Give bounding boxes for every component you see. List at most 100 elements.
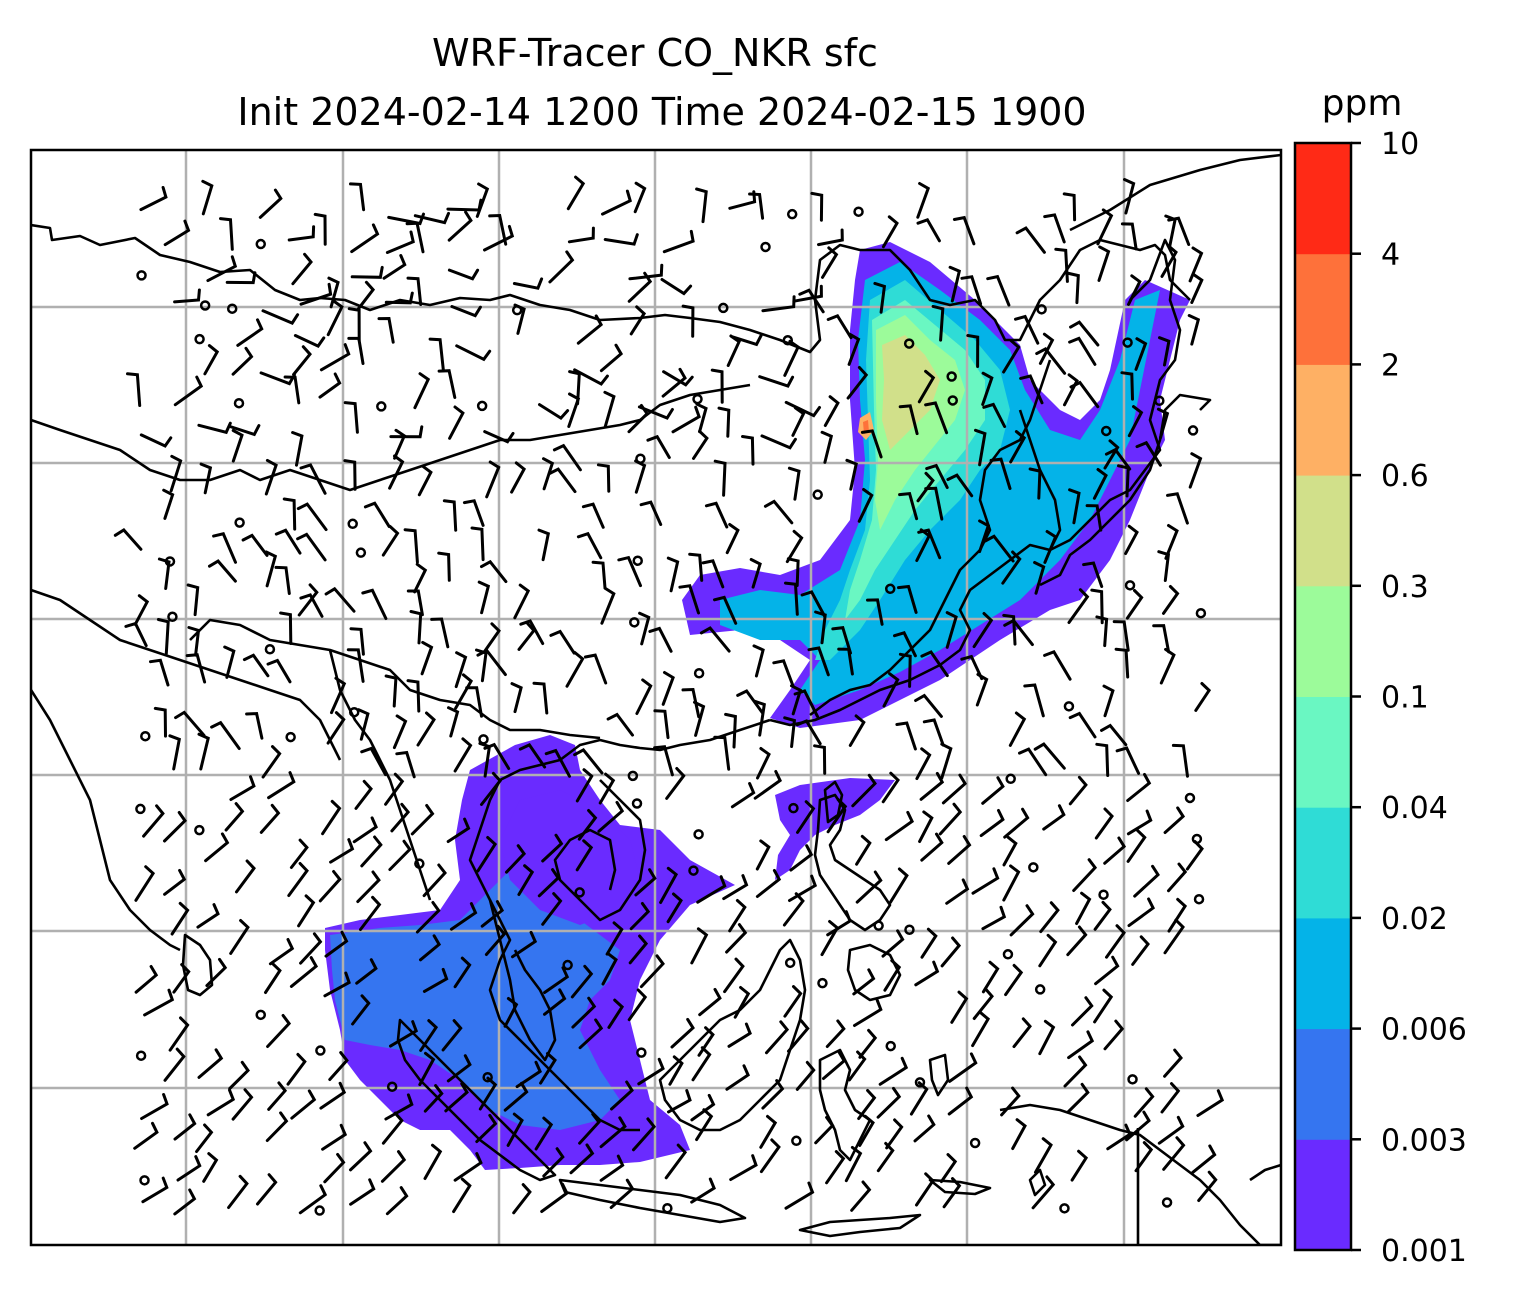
wind-barb <box>149 658 170 687</box>
wind-barb <box>925 463 949 489</box>
wind-barb <box>323 971 351 998</box>
wind-barb <box>360 835 383 868</box>
wind-barb <box>1068 336 1097 366</box>
wind-barb <box>1115 746 1141 775</box>
wind-barb <box>1094 955 1120 986</box>
wind-barb <box>350 265 384 279</box>
wind-barb <box>753 770 782 800</box>
wind-barb <box>646 434 671 459</box>
wind-barb <box>986 274 1011 307</box>
wind-barb <box>725 1064 750 1091</box>
calm-wind-marker <box>786 208 798 220</box>
wind-barb <box>1042 804 1066 831</box>
wind-barb <box>381 525 400 557</box>
wind-barb <box>480 771 503 806</box>
wind-barb <box>1043 530 1058 564</box>
wind-barb <box>393 428 407 460</box>
calm-wind-marker <box>760 241 771 253</box>
wind-barb <box>814 1115 835 1145</box>
wind-barb <box>1103 836 1127 865</box>
wind-barb <box>575 768 594 803</box>
wind-barb <box>169 454 183 493</box>
wind-barb <box>261 745 282 779</box>
wind-barb <box>1131 935 1150 966</box>
wind-barb <box>945 878 970 905</box>
calm-wind-marker <box>167 611 178 623</box>
wind-barb <box>1167 862 1188 893</box>
wind-barb <box>1117 464 1130 498</box>
wind-barb <box>1092 468 1108 500</box>
wind-barb <box>329 838 355 864</box>
taiwan <box>823 780 844 824</box>
plume-s-0.003 <box>330 860 620 1130</box>
calm-wind-marker <box>139 1175 150 1186</box>
wind-barb <box>681 687 701 719</box>
calm-wind-marker <box>782 335 794 346</box>
wind-barb <box>385 230 415 254</box>
wind-barb <box>878 1056 909 1086</box>
calm-wind-marker <box>629 617 640 628</box>
south-china-coast <box>499 718 771 782</box>
wind-barb <box>480 900 505 928</box>
wind-barb <box>318 372 342 399</box>
wind-barb <box>1012 1017 1032 1049</box>
wind-barb <box>916 217 941 243</box>
calm-wind-marker <box>255 238 267 250</box>
wind-barb <box>324 586 356 613</box>
wind-barb <box>922 718 945 747</box>
wind-barb <box>1011 1118 1027 1150</box>
wind-barb <box>755 869 782 898</box>
wind-barb <box>909 1081 929 1116</box>
wind-barb <box>1159 647 1176 685</box>
wind-barb <box>453 737 473 773</box>
wind-barb <box>825 1019 846 1048</box>
wind-barb <box>866 598 884 626</box>
wind-barb <box>241 533 269 557</box>
calm-wind-marker <box>904 924 915 935</box>
wind-barb <box>287 862 309 897</box>
wind-barb <box>405 221 425 254</box>
wind-barb <box>666 892 683 924</box>
wind-barb <box>660 278 693 296</box>
wind-barb <box>392 714 408 750</box>
wind-barb <box>981 776 1005 805</box>
colorbar-tick-label: 0.1 <box>1381 681 1429 716</box>
wind-barb <box>385 1186 409 1216</box>
wind-barb <box>1068 488 1081 525</box>
wind-barb <box>570 964 594 999</box>
wind-barb <box>881 929 905 958</box>
wind-barb <box>668 1055 684 1086</box>
wind-barb <box>971 867 1000 895</box>
wind-barb <box>444 1082 469 1113</box>
calm-wind-marker <box>414 858 425 869</box>
concentration-field <box>325 242 1190 1170</box>
wind-barb <box>212 532 237 564</box>
wind-barb <box>600 586 616 625</box>
wind-barb <box>607 998 625 1029</box>
calm-wind-marker <box>1124 580 1136 591</box>
wind-barb <box>974 428 987 467</box>
wind-barb <box>581 502 605 529</box>
wind-barb <box>1157 1115 1185 1145</box>
wind-barb <box>1166 492 1189 525</box>
wind-barb <box>846 366 869 400</box>
wind-barb <box>455 344 492 362</box>
wind-barb <box>231 1088 254 1121</box>
wind-barb <box>437 369 457 399</box>
wind-barb <box>134 965 159 994</box>
wind-barb <box>920 650 949 678</box>
calm-wind-marker <box>1100 425 1112 437</box>
wind-barb <box>389 425 424 439</box>
wind-barb <box>1163 918 1185 955</box>
wind-barb <box>543 966 570 994</box>
wind-barb <box>583 653 608 685</box>
wind-barb <box>327 276 340 309</box>
calm-wind-marker <box>264 644 276 655</box>
wind-barb <box>505 844 527 874</box>
wind-barb <box>941 773 968 805</box>
wind-barb <box>543 988 567 1016</box>
wind-barb <box>319 1081 347 1110</box>
wind-barb <box>820 920 840 957</box>
wind-barb <box>924 401 949 435</box>
wind-barb <box>1063 373 1079 407</box>
